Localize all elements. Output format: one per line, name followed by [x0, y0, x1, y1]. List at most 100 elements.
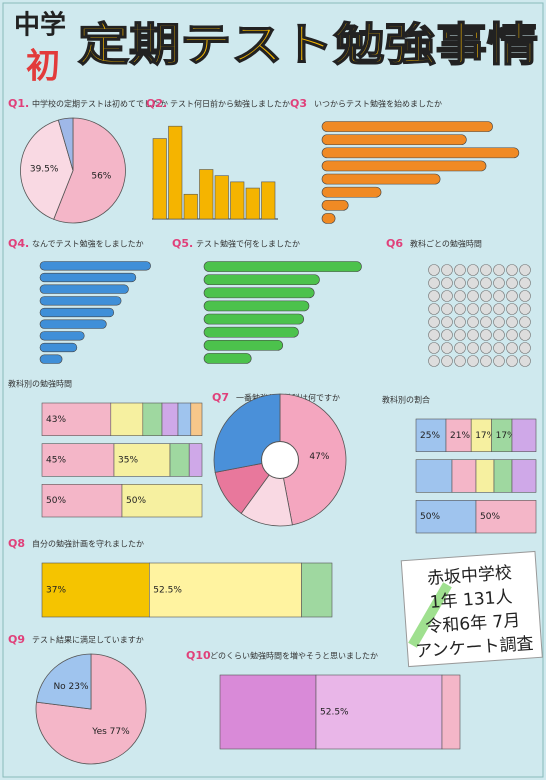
bar	[204, 314, 304, 324]
value-label: 45%	[46, 456, 66, 466]
bar	[40, 355, 62, 364]
bar	[40, 320, 106, 329]
grid-cell	[429, 343, 440, 354]
grid-cell	[468, 343, 479, 354]
question-text: テスト結果に満足していますか	[32, 635, 144, 645]
grid-cell	[468, 291, 479, 302]
grid-cell	[455, 343, 466, 354]
question-text: 教科ごとの勉強時間	[410, 239, 482, 249]
bar	[184, 194, 198, 219]
question-text: 自分の勉強計画を守れましたか	[32, 539, 144, 549]
question-label: Q7	[212, 391, 229, 404]
question-label: Q1.	[8, 97, 29, 110]
bar	[204, 288, 314, 298]
value-label: 25%	[420, 431, 440, 441]
grid-cell	[468, 330, 479, 341]
grid-cell	[520, 343, 531, 354]
grid-cell	[507, 317, 518, 328]
grid-cell	[455, 356, 466, 367]
question-text: テスト勉強で何をしましたか	[196, 239, 300, 249]
grid-cell	[429, 265, 440, 276]
title-first: 初	[26, 47, 60, 87]
grid-cell	[494, 330, 505, 341]
grid-cell	[468, 278, 479, 289]
bar	[322, 174, 440, 184]
segment	[476, 460, 494, 493]
bar	[246, 188, 260, 219]
bar	[322, 187, 381, 197]
segment	[143, 403, 162, 436]
question-text: 教科別の割合	[382, 395, 430, 405]
grid-cell	[481, 278, 492, 289]
grid-cell	[494, 343, 505, 354]
grid-cell	[455, 317, 466, 328]
grid-cell	[520, 330, 531, 341]
bar	[40, 297, 121, 306]
value-label: 47%	[309, 452, 329, 462]
grid-cell	[481, 343, 492, 354]
grid-cell	[494, 317, 505, 328]
bar	[204, 275, 320, 285]
bar	[200, 170, 214, 220]
title-main: 定期テスト勉強事情	[78, 18, 538, 71]
segment	[452, 460, 476, 493]
grid-cell	[520, 356, 531, 367]
bar	[40, 343, 77, 352]
grid-cell	[455, 265, 466, 276]
question-label: Q5.	[172, 237, 193, 250]
bar	[322, 213, 335, 223]
grid-cell	[481, 265, 492, 276]
question-label: Q10	[186, 649, 211, 662]
bar	[204, 301, 309, 311]
question-text: 教科別の勉強時間	[8, 379, 72, 389]
value-label: 52.5%	[153, 586, 182, 596]
bar	[40, 262, 151, 271]
grid-cell	[520, 304, 531, 315]
grid-cell	[520, 291, 531, 302]
segment	[191, 403, 202, 436]
grid-cell	[429, 291, 440, 302]
grid-cell	[442, 265, 453, 276]
segment	[111, 403, 143, 436]
grid-cell	[507, 330, 518, 341]
bar	[215, 176, 229, 219]
question-label: Q6	[386, 237, 403, 250]
value-label: 50%	[420, 512, 440, 522]
question-label: Q3	[290, 97, 307, 110]
bar	[40, 332, 84, 341]
bar	[322, 200, 348, 210]
grid-cell	[507, 356, 518, 367]
bar	[231, 182, 245, 219]
grid-cell	[468, 356, 479, 367]
bar	[322, 135, 466, 145]
grid-cell	[507, 265, 518, 276]
bar	[204, 340, 283, 350]
grid-cell	[429, 278, 440, 289]
value-label: 50%	[480, 512, 500, 522]
value-label: 39.5%	[30, 165, 59, 175]
grid-cell	[481, 291, 492, 302]
bar	[322, 161, 486, 171]
grid-cell	[507, 304, 518, 315]
grid-cell	[494, 291, 505, 302]
segment	[220, 675, 316, 749]
segment	[442, 675, 460, 749]
segment	[170, 444, 189, 477]
grid-cell	[429, 317, 440, 328]
grid-cell	[455, 304, 466, 315]
grid-cell	[468, 265, 479, 276]
segment	[494, 460, 512, 493]
segment	[189, 444, 202, 477]
bar	[40, 285, 129, 294]
segment	[416, 460, 452, 493]
bar	[262, 182, 276, 219]
poster: 中学 初 定期テスト勉強事情 赤坂中学校1年 131人令和6年 7月アンケート調…	[0, 0, 546, 780]
segment	[162, 403, 178, 436]
value-label: 56%	[91, 171, 111, 181]
question-text: なんでテスト勉強をしましたか	[32, 239, 144, 249]
grid-cell	[468, 304, 479, 315]
segment	[512, 419, 536, 452]
bar	[322, 122, 493, 132]
segment	[302, 563, 332, 617]
bar	[204, 262, 362, 272]
